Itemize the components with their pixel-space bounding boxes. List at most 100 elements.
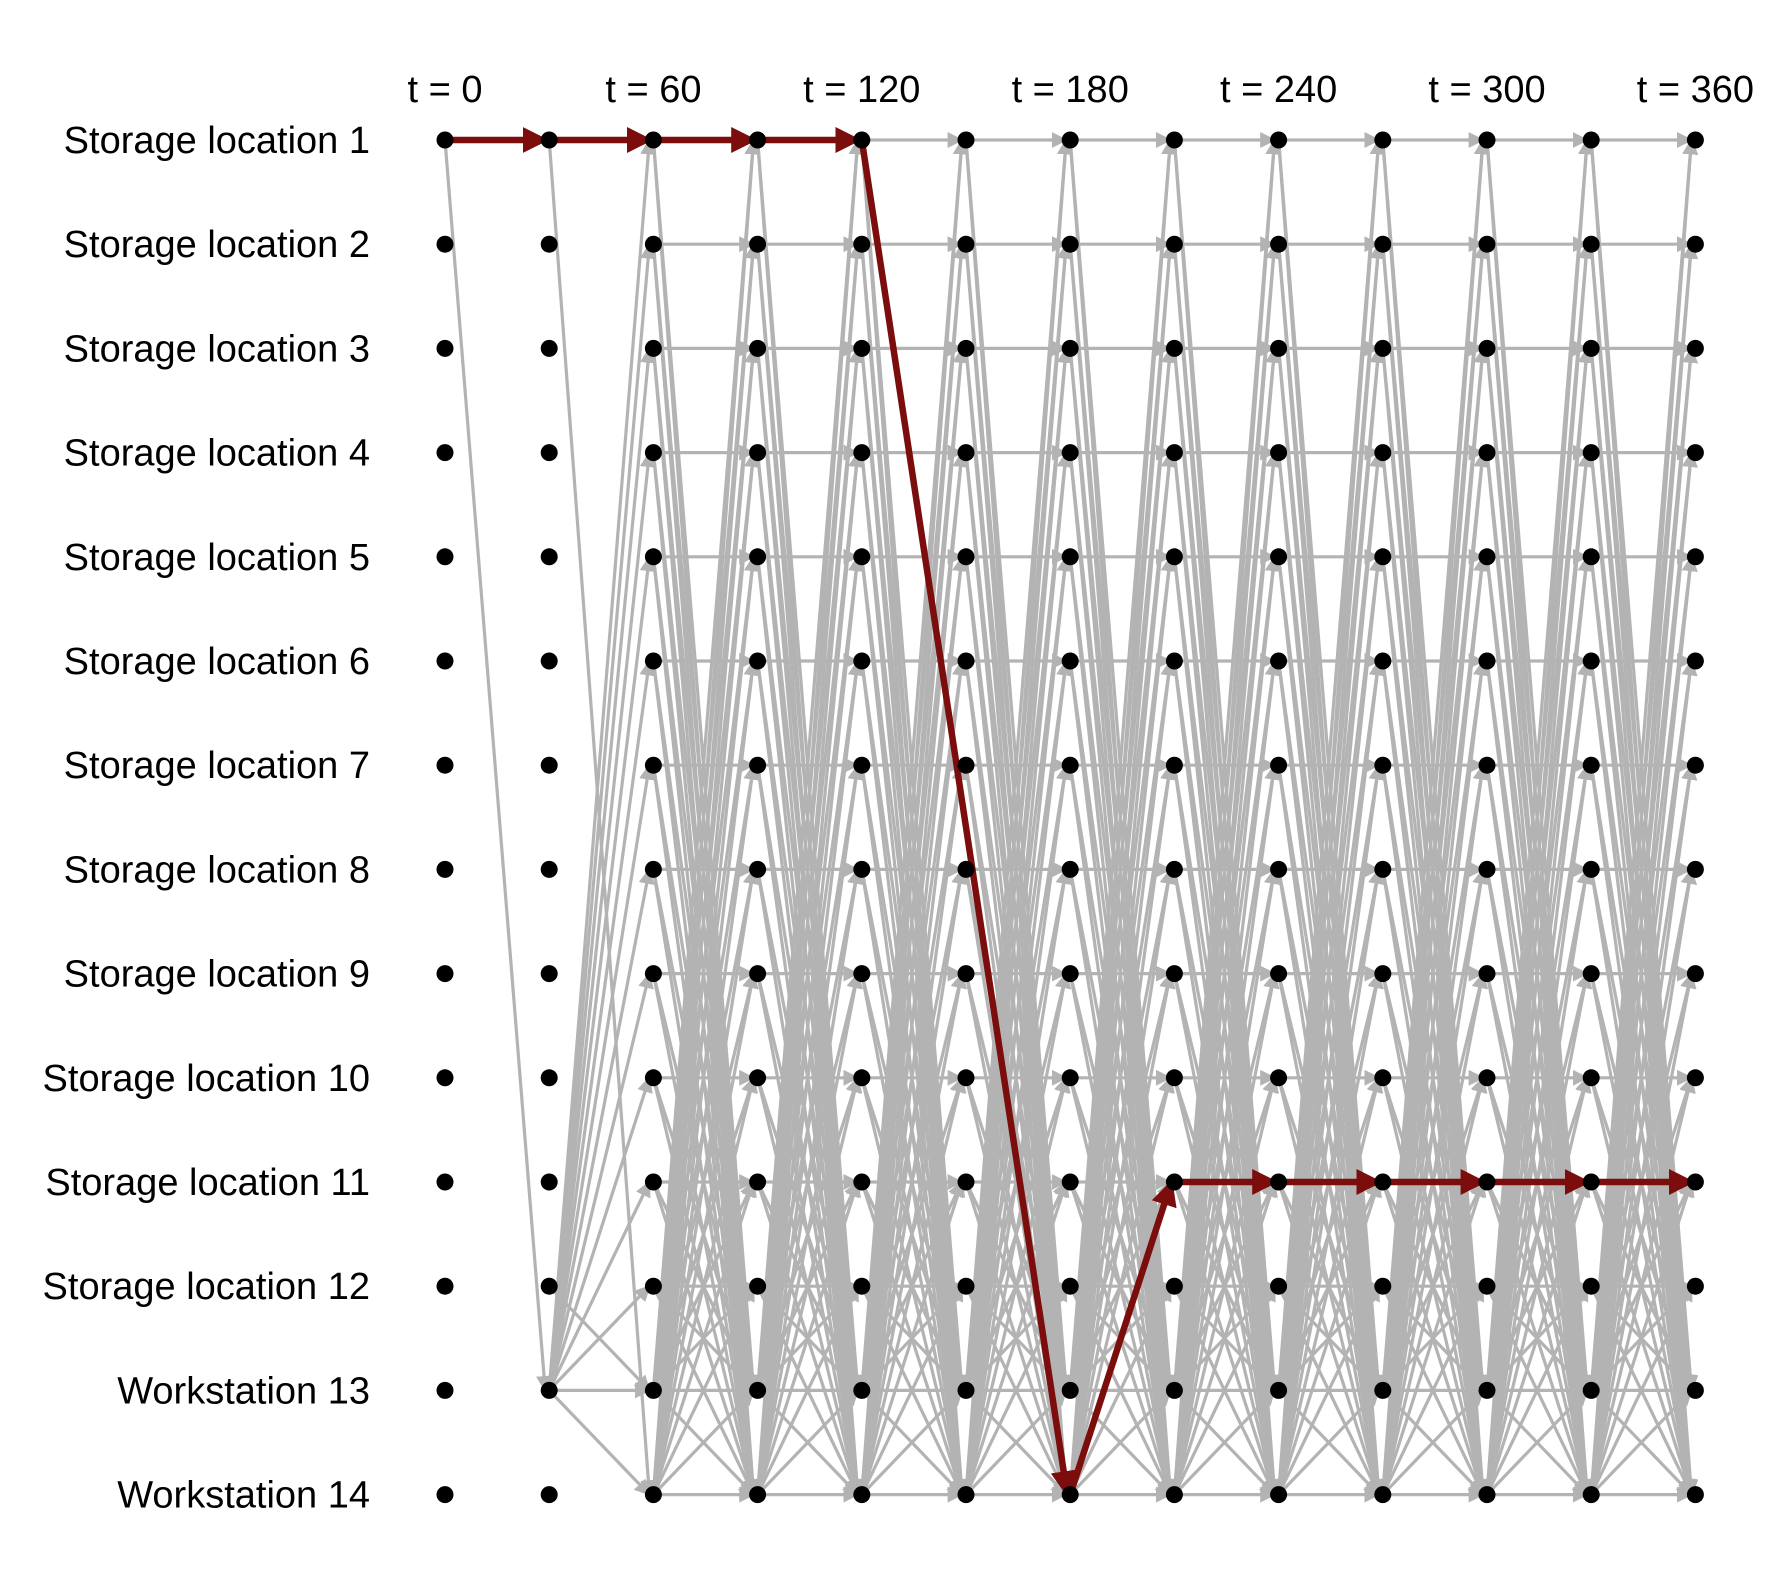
node: [540, 1486, 558, 1504]
transition-edge: [1172, 763, 1281, 1495]
transition-edge: [756, 1180, 862, 1496]
node: [1478, 652, 1496, 670]
node: [853, 444, 871, 462]
transition-edge: [860, 555, 969, 1495]
transition-edge: [1277, 1076, 1384, 1495]
transition-edge: [1589, 659, 1698, 1495]
transition-edge: [651, 1076, 759, 1495]
row-label: Storage location 11: [45, 1162, 370, 1204]
node: [436, 548, 454, 566]
node: [957, 652, 975, 670]
transition-edge: [443, 139, 553, 1392]
time-label: t = 0: [408, 69, 483, 111]
node: [540, 548, 558, 566]
transition-edge: [1068, 555, 1177, 1495]
node: [1582, 860, 1600, 878]
transition-edge: [964, 346, 1073, 1495]
node: [1270, 1277, 1288, 1295]
node: [1478, 444, 1496, 462]
transition-edge: [1381, 1180, 1487, 1496]
transition-edge: [1069, 1389, 1172, 1496]
node: [1165, 1277, 1183, 1295]
node: [1686, 1381, 1704, 1399]
transition-edge: [964, 1180, 1070, 1496]
transition-edge: [1172, 451, 1282, 1495]
node: [1582, 1069, 1600, 1087]
row-labels: Storage location 1 Storage location 2 Stor…: [43, 120, 370, 1517]
transition-edge: [1589, 972, 1697, 1495]
transition-edge: [651, 867, 760, 1495]
transition-edge: [1589, 1180, 1695, 1496]
transition-edge: [547, 451, 656, 1391]
node: [749, 235, 767, 253]
time-label: t = 300: [1428, 69, 1545, 111]
node: [1270, 1381, 1288, 1399]
node: [1582, 444, 1600, 462]
transition-edge: [1381, 763, 1489, 1495]
node: [540, 444, 558, 462]
node: [749, 756, 767, 774]
transition-edge: [1589, 1076, 1696, 1495]
node: [1061, 1381, 1079, 1399]
transition-edge: [1485, 555, 1594, 1495]
transition-edge: [756, 659, 865, 1495]
transition-edge: [1172, 1284, 1277, 1496]
node: [749, 1069, 767, 1087]
node: [957, 1486, 975, 1504]
node: [540, 1277, 558, 1295]
node: [1686, 444, 1704, 462]
path-edge: [858, 136, 1077, 1498]
node: [1582, 652, 1600, 670]
node: [1374, 548, 1392, 566]
row-label: Storage location 8: [64, 849, 370, 891]
transition-edge: [860, 867, 968, 1495]
node: [436, 1069, 454, 1087]
node: [1686, 1069, 1704, 1087]
node-grid: [436, 131, 1704, 1504]
node: [644, 756, 662, 774]
node: [1478, 131, 1496, 149]
node: [1270, 652, 1288, 670]
node: [1270, 1173, 1288, 1191]
node: [1582, 131, 1600, 149]
transition-edge: [547, 1076, 653, 1391]
transition-edge: [756, 555, 865, 1495]
node: [853, 1381, 871, 1399]
node: [436, 131, 454, 149]
transition-edge: [547, 972, 654, 1391]
transition-edge: [860, 1180, 966, 1496]
node: [1582, 235, 1600, 253]
transition-edge: [756, 867, 864, 1495]
transition-edge: [651, 346, 761, 1495]
node: [1270, 965, 1288, 983]
node: [540, 235, 558, 253]
node: [1061, 1069, 1079, 1087]
node: [1686, 965, 1704, 983]
row-label: Storage location 9: [64, 954, 370, 996]
node: [1165, 339, 1183, 357]
node: [1061, 1173, 1079, 1191]
transition-edge: [1485, 451, 1594, 1495]
node: [1270, 1486, 1288, 1504]
node: [1582, 1277, 1600, 1295]
node: [1582, 756, 1600, 774]
transition-edge: [547, 763, 656, 1391]
transition-edge: [547, 346, 656, 1391]
node: [853, 1069, 871, 1087]
transition-edge: [1172, 346, 1282, 1495]
node: [1582, 339, 1600, 357]
row-label: Storage location 7: [64, 745, 370, 787]
node: [1374, 131, 1392, 149]
transition-edge: [756, 972, 863, 1495]
node: [1686, 860, 1704, 878]
node: [644, 965, 662, 983]
node: [1374, 235, 1392, 253]
node: [1165, 756, 1183, 774]
node: [1478, 235, 1496, 253]
node: [853, 1486, 871, 1504]
row-label: Storage location 1: [64, 120, 370, 162]
path-edge: [1066, 1178, 1177, 1498]
node: [1374, 965, 1392, 983]
node: [1478, 1381, 1496, 1399]
node: [1582, 548, 1600, 566]
